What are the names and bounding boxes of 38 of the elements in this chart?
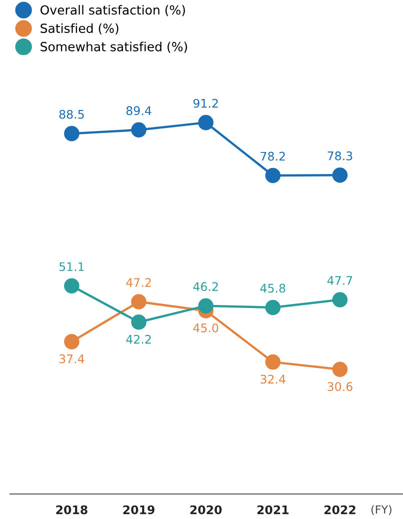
x-tick-label: 2019	[123, 505, 154, 514]
point	[131, 314, 146, 330]
point	[198, 114, 214, 130]
point	[198, 298, 214, 314]
legend-label: Overall satisfaction (%)	[40, 5, 185, 16]
data-label: 78.3	[328, 151, 352, 160]
point	[64, 126, 80, 142]
data-label: 88.5	[59, 110, 84, 119]
data-label: 45.8	[260, 284, 286, 293]
point	[265, 354, 281, 370]
point	[64, 334, 80, 350]
data-label: 46.2	[193, 282, 218, 292]
data-label: 30.6	[328, 382, 352, 392]
data-label: 78.2	[260, 152, 285, 161]
data-label: 42.2	[126, 334, 151, 344]
data-label: 32.4	[260, 374, 286, 384]
x-tick-label: 2022	[324, 505, 356, 514]
point	[332, 292, 348, 308]
x-tick-label: 2021	[257, 505, 289, 514]
legend-label: Satisfied (%)	[40, 23, 118, 34]
x-axis-title: (FY)	[371, 505, 392, 516]
point	[131, 122, 146, 138]
x-tick-label: 2020	[190, 505, 222, 514]
x-tick-label: 2018	[56, 505, 88, 514]
data-label: 45.0	[193, 323, 218, 332]
data-label: 89.4	[126, 106, 152, 116]
data-label: 91.2	[193, 98, 218, 108]
point	[131, 294, 146, 310]
point	[265, 300, 281, 316]
point	[332, 362, 348, 378]
data-label: 47.7	[327, 276, 352, 285]
data-label: 47.2	[126, 278, 151, 287]
data-label: 37.4	[59, 354, 84, 364]
point	[332, 167, 348, 183]
legend-label: Somewhat satisfied (%)	[40, 42, 188, 53]
point	[265, 168, 281, 184]
point	[64, 278, 80, 294]
data-label: 51.1	[59, 262, 84, 272]
